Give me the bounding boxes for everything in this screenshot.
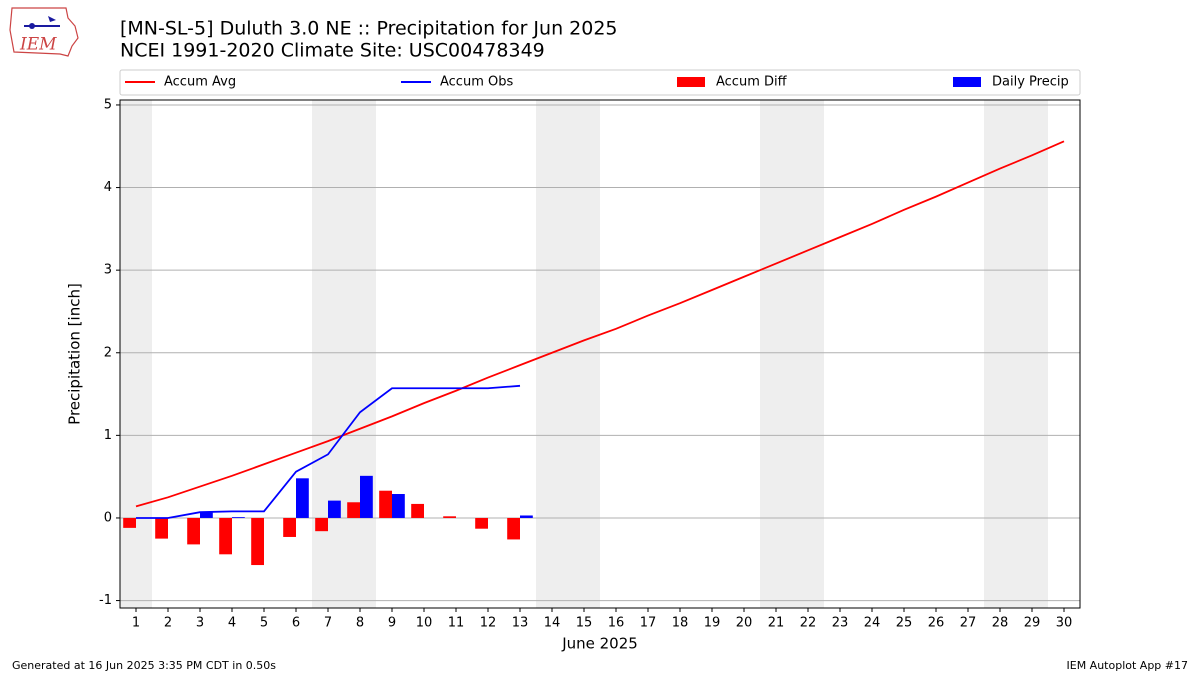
x-tick-label: 17 xyxy=(640,616,657,631)
x-tick-label: 7 xyxy=(324,616,332,631)
x-tick-label: 21 xyxy=(768,616,785,631)
x-tick-label: 20 xyxy=(736,616,753,631)
x-tick-label: 16 xyxy=(608,616,625,631)
x-tick-label: 13 xyxy=(512,616,529,631)
legend-box xyxy=(119,69,1081,96)
y-tick-label: -1 xyxy=(99,593,112,608)
x-tick-label: 15 xyxy=(576,616,593,631)
bar xyxy=(219,517,232,555)
x-tick-label: 3 xyxy=(196,616,204,631)
weekend-shade xyxy=(760,100,824,608)
bar xyxy=(283,517,296,537)
footer-right: IEM Autoplot App #17 xyxy=(1067,659,1189,672)
bar xyxy=(475,517,488,529)
chart-title: [MN-SL-5] Duluth 3.0 NE :: Precipitation… xyxy=(120,18,618,40)
x-tick-label: 27 xyxy=(960,616,977,631)
bar xyxy=(360,475,373,518)
x-tick-label: 10 xyxy=(416,616,433,631)
x-axis-label: June 2025 xyxy=(561,635,638,653)
x-tick-label: 9 xyxy=(388,616,396,631)
plot-frame xyxy=(119,99,1081,609)
x-tick-label: 2 xyxy=(164,616,172,631)
bar xyxy=(328,500,341,518)
x-tick-label: 4 xyxy=(228,616,236,631)
bar xyxy=(251,517,264,566)
bar xyxy=(123,517,136,528)
y-tick-label: 0 xyxy=(104,510,112,525)
y-tick-label: 5 xyxy=(104,97,112,112)
legend-label: Accum Obs xyxy=(440,75,513,90)
legend-label: Daily Precip xyxy=(992,75,1069,90)
x-tick-label: 1 xyxy=(132,616,140,631)
x-tick-label: 19 xyxy=(704,616,721,631)
y-tick-label: 1 xyxy=(104,428,112,443)
legend-swatch xyxy=(953,77,981,87)
series-line xyxy=(136,384,521,519)
weekend-shade xyxy=(984,100,1048,608)
bar xyxy=(232,517,245,518)
x-tick-label: 11 xyxy=(448,616,465,631)
bar xyxy=(411,503,424,518)
legend-swatch xyxy=(677,77,705,87)
legend-label: Accum Diff xyxy=(716,75,788,90)
bar xyxy=(379,490,392,518)
x-tick-label: 18 xyxy=(672,616,689,631)
x-tick-label: 30 xyxy=(1056,616,1073,631)
x-tick-label: 14 xyxy=(544,616,561,631)
logo: IEM xyxy=(9,7,79,57)
x-tick-label: 29 xyxy=(1024,616,1041,631)
bar xyxy=(443,516,456,518)
weekend-shade xyxy=(312,100,376,608)
x-tick-label: 5 xyxy=(260,616,268,631)
weekend-shade xyxy=(120,100,152,608)
bar xyxy=(507,517,520,540)
y-axis-label: Precipitation [inch] xyxy=(66,283,84,425)
footer-left: Generated at 16 Jun 2025 3:35 PM CDT in … xyxy=(12,659,276,672)
bar xyxy=(392,494,405,518)
legend-label: Accum Avg xyxy=(164,75,236,90)
bar xyxy=(296,478,309,518)
logo-text: IEM xyxy=(19,35,57,55)
bar xyxy=(520,515,533,518)
y-tick-label: 2 xyxy=(104,345,112,360)
x-tick-label: 8 xyxy=(356,616,364,631)
weekend-shade xyxy=(536,100,600,608)
bar xyxy=(187,517,200,545)
x-tick-label: 26 xyxy=(928,616,945,631)
x-tick-label: 28 xyxy=(992,616,1009,631)
y-tick-label: 4 xyxy=(104,180,112,195)
x-tick-label: 23 xyxy=(832,616,849,631)
bar xyxy=(200,512,213,518)
x-tick-label: 22 xyxy=(800,616,817,631)
bar xyxy=(155,517,168,539)
x-tick-label: 12 xyxy=(480,616,497,631)
chart-subtitle: NCEI 1991-2020 Climate Site: USC00478349 xyxy=(120,40,545,62)
x-tick-label: 24 xyxy=(864,616,881,631)
series-line xyxy=(135,140,1065,508)
x-tick-label: 6 xyxy=(292,616,300,631)
bar xyxy=(347,502,360,518)
x-tick-label: 25 xyxy=(896,616,913,631)
y-tick-label: 3 xyxy=(104,263,112,278)
bar xyxy=(315,517,328,532)
